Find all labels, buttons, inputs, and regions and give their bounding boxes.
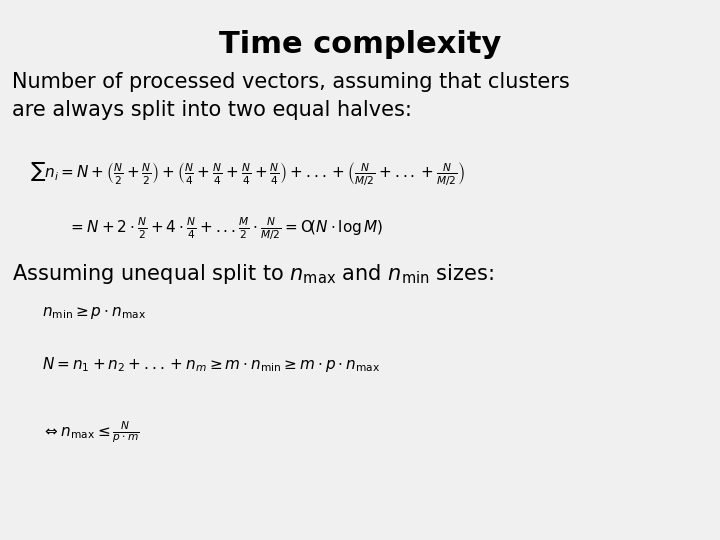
Text: Assuming unequal split to $n_{\mathrm{max}}$ and $n_{\mathrm{min}}$ sizes:: Assuming unequal split to $n_{\mathrm{ma… <box>12 262 494 286</box>
Text: $\sum n_i = N+\left(\frac{N}{2}+\frac{N}{2}\right)+\left(\frac{N}{4}+\frac{N}{4}: $\sum n_i = N+\left(\frac{N}{2}+\frac{N}… <box>30 160 465 187</box>
Text: Time complexity: Time complexity <box>219 30 501 59</box>
Text: $= N+2\cdot\frac{N}{2}+4\cdot\frac{N}{4}+...\frac{M}{2}\cdot\frac{N}{M/2} = \mat: $= N+2\cdot\frac{N}{2}+4\cdot\frac{N}{4}… <box>68 215 384 242</box>
Text: $\Leftrightarrow n_{\max} \leq \frac{N}{p \cdot m}$: $\Leftrightarrow n_{\max} \leq \frac{N}{… <box>42 420 140 445</box>
Text: Number of processed vectors, assuming that clusters
are always split into two eq: Number of processed vectors, assuming th… <box>12 72 570 120</box>
Text: $N = n_1 + n_2 + ... + n_m \geq m \cdot n_{\min} \geq m \cdot p \cdot n_{\max}$: $N = n_1 + n_2 + ... + n_m \geq m \cdot … <box>42 355 380 374</box>
Text: $n_{\min} \geq p \cdot n_{\max}$: $n_{\min} \geq p \cdot n_{\max}$ <box>42 305 146 321</box>
